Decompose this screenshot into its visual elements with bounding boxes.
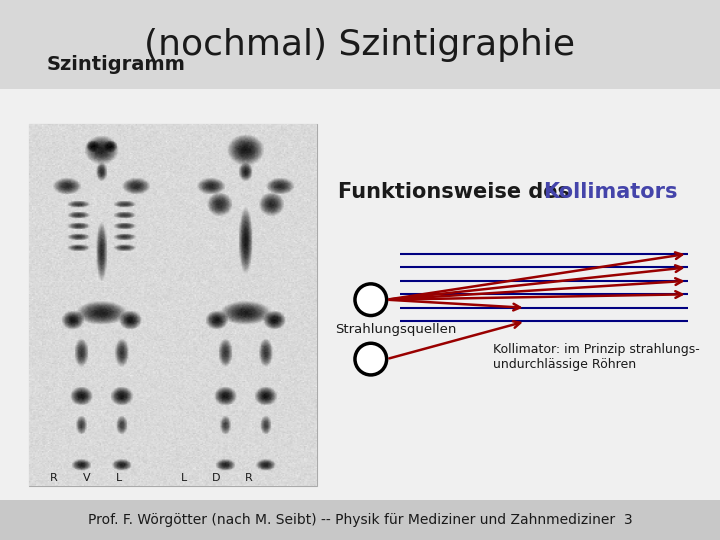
Text: Kollimator: im Prinzip strahlungs-
undurchlässige Röhren: Kollimator: im Prinzip strahlungs- undur…: [493, 343, 700, 371]
Text: Kollimators: Kollimators: [544, 181, 678, 202]
Bar: [0, 0, 720, 89]
Text: R: R: [50, 473, 58, 483]
Text: R: R: [245, 473, 252, 483]
Text: D: D: [212, 473, 220, 483]
Ellipse shape: [355, 343, 387, 375]
Text: Szintigramm: Szintigramm: [47, 55, 186, 75]
Text: V: V: [83, 473, 90, 483]
Text: Prof. F. Wörgötter (nach M. Seibt) -- Physik für Mediziner und Zahnmediziner  3: Prof. F. Wörgötter (nach M. Seibt) -- Ph…: [88, 513, 632, 526]
Bar: [29, 124, 317, 486]
Text: (nochmal) Szintigraphie: (nochmal) Szintigraphie: [145, 28, 575, 62]
Bar: [0, 500, 720, 540]
Text: Funktionsweise des: Funktionsweise des: [338, 181, 577, 202]
Text: L: L: [116, 473, 122, 483]
Text: Strahlungsquellen: Strahlungsquellen: [335, 323, 456, 336]
Ellipse shape: [355, 284, 387, 315]
Text: L: L: [181, 473, 186, 483]
